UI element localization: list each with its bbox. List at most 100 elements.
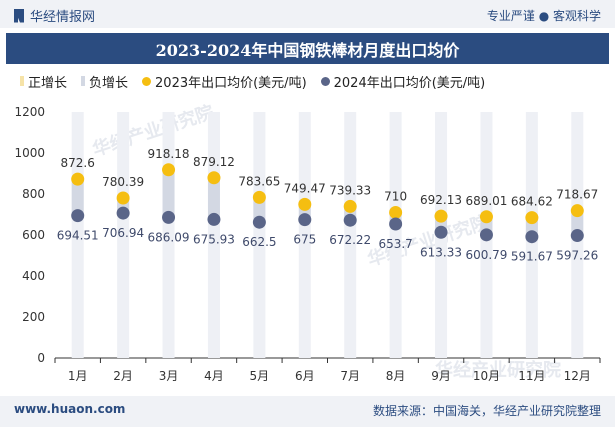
data-label-2023: 749.47 — [284, 181, 326, 195]
y-tick-label: 600 — [22, 228, 45, 242]
site-logo[interactable]: 华经情报网 — [14, 6, 95, 25]
data-label-2023: 918.18 — [148, 147, 190, 161]
y-tick-label: 400 — [22, 269, 45, 283]
data-label-2024: 597.26 — [556, 249, 598, 263]
data-label-2023: 684.62 — [511, 195, 553, 209]
change-bar — [207, 177, 220, 220]
column-background — [389, 112, 402, 358]
column-background — [344, 112, 357, 358]
point-2024 — [252, 215, 266, 229]
legend-2023-swatch — [142, 76, 152, 86]
point-2023 — [343, 199, 357, 213]
top-bar: 华经情报网 专业严谨 ● 客观科学 — [0, 0, 615, 28]
legend-positive-label: 正增长 — [28, 75, 68, 91]
point-2024 — [434, 225, 448, 239]
point-2023 — [570, 204, 584, 218]
point-2024 — [479, 228, 493, 242]
data-label-2024: 675 — [293, 233, 316, 247]
chart-title: 2023-2024年中国钢铁棒材月度出口均价 — [6, 33, 609, 64]
logo-icon — [14, 8, 24, 23]
point-2023 — [162, 163, 176, 177]
point-2024 — [298, 213, 312, 227]
data-label-2024: 613.33 — [420, 245, 462, 259]
change-bar — [162, 169, 175, 218]
watermark-text: 华经产业研究院 — [435, 359, 561, 381]
point-2023 — [116, 191, 130, 205]
point-2024 — [343, 213, 357, 227]
x-tick-label: 6月 — [295, 369, 315, 383]
point-2023 — [525, 211, 539, 225]
data-label-2023: 692.13 — [420, 193, 462, 207]
x-tick-label: 12月 — [564, 369, 591, 383]
data-label-2024: 706.94 — [102, 226, 144, 240]
chart-legend: 正增长 负增长 2023年出口均价(美元/吨) 2024年出口均价(美元/吨) — [20, 70, 610, 92]
data-label-2024: 694.51 — [57, 229, 99, 243]
x-tick-label: 3月 — [159, 369, 179, 383]
x-tick-label: 11月 — [518, 369, 545, 383]
y-tick-label: 0 — [37, 351, 45, 365]
footer: www.huaon.com 数据来源：中国海关，华经产业研究院整理 — [0, 396, 615, 427]
footer-website[interactable]: www.huaon.com — [14, 402, 126, 416]
legend-2024-swatch — [320, 76, 330, 86]
y-tick-label: 1200 — [14, 105, 45, 119]
legend-positive-swatch — [20, 76, 24, 86]
footer-source: 数据来源：中国海关，华经产业研究院整理 — [372, 404, 601, 418]
data-label-2023: 872.6 — [61, 156, 95, 170]
data-label-2024: 600.79 — [465, 248, 507, 262]
legend-2023-label: 2023年出口均价(美元/吨) — [155, 75, 307, 91]
legend-negative-swatch — [81, 76, 86, 86]
x-tick-label: 5月 — [250, 369, 270, 383]
logo-text: 华经情报网 — [30, 10, 96, 25]
data-label-2024: 591.67 — [511, 250, 553, 264]
data-label-2023: 718.67 — [556, 188, 598, 202]
legend-2024: 2024年出口均价(美元/吨) — [320, 72, 486, 91]
point-2023 — [298, 197, 312, 211]
point-2023 — [389, 205, 403, 219]
point-2024 — [207, 212, 221, 226]
point-2023 — [479, 210, 493, 224]
data-label-2023: 780.39 — [102, 175, 144, 189]
data-label-2023: 710 — [384, 189, 407, 203]
point-2024 — [525, 230, 539, 244]
point-2023 — [71, 172, 85, 186]
point-2024 — [389, 217, 403, 231]
data-label-2023: 689.01 — [465, 194, 507, 208]
legend-negative: 负增长 — [81, 72, 128, 91]
data-label-2024: 675.93 — [193, 232, 235, 246]
y-tick-label: 800 — [22, 187, 45, 201]
legend-positive: 正增长 — [20, 72, 67, 91]
point-2024 — [570, 229, 584, 243]
data-label-2024: 653.7 — [378, 237, 412, 251]
x-tick-label: 8月 — [386, 369, 406, 383]
point-2023 — [252, 190, 266, 204]
data-label-2023: 739.33 — [329, 183, 371, 197]
legend-2023: 2023年出口均价(美元/吨) — [142, 72, 307, 91]
change-bar — [71, 179, 84, 216]
x-tick-label: 1月 — [68, 369, 88, 383]
data-label-2024: 672.22 — [329, 233, 371, 247]
column-background — [117, 112, 130, 358]
legend-2024-label: 2024年出口均价(美元/吨) — [333, 75, 486, 91]
tagline: 专业严谨 ● 客观科学 — [486, 9, 601, 23]
x-tick-label: 4月 — [204, 369, 224, 383]
point-2024 — [116, 206, 130, 220]
change-bar — [253, 197, 266, 223]
change-bar — [571, 210, 584, 236]
data-label-2023: 783.65 — [238, 174, 280, 188]
point-2023 — [207, 171, 221, 185]
point-2024 — [71, 209, 85, 223]
y-tick-label: 1000 — [14, 146, 45, 160]
data-label-2023: 879.12 — [193, 155, 235, 169]
x-tick-label: 9月 — [431, 369, 451, 383]
y-tick-label: 200 — [22, 310, 45, 324]
data-label-2024: 686.09 — [148, 230, 190, 244]
point-2023 — [434, 209, 448, 223]
point-2024 — [162, 210, 176, 224]
column-background — [253, 112, 266, 358]
x-tick-label: 7月 — [340, 369, 360, 383]
data-label-2024: 662.5 — [242, 235, 276, 249]
x-tick-label: 10月 — [473, 369, 500, 383]
x-tick-label: 2月 — [113, 369, 133, 383]
legend-negative-label: 负增长 — [89, 75, 129, 91]
